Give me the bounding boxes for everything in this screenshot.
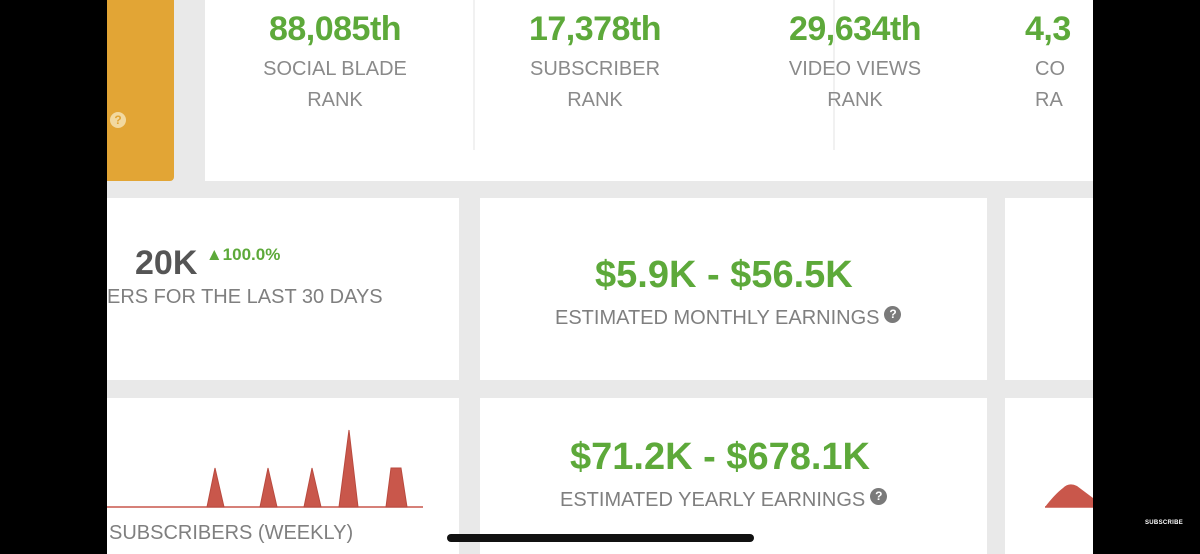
yearly-earnings-label: ESTIMATED YEARLY EARNINGS (560, 489, 866, 511)
subscribers-30d-label: ERS FOR THE LAST 30 DAYS (107, 286, 383, 308)
subscribe-watermark: SUBSCRIBE (1145, 520, 1184, 526)
subscriber-rank-value: 17,378th (528, 10, 662, 48)
subscribers-30d-value-row: 20K ▲100.0% (135, 244, 280, 283)
chart-peak (338, 429, 359, 508)
chart-peak (303, 467, 322, 508)
subscriber-rank-label: SUBSCRIBER RANK (529, 58, 661, 111)
divider (833, 0, 835, 150)
social-blade-rank-value: 88,085th (268, 10, 402, 48)
weekly-subscribers-chart (107, 429, 423, 508)
monthly-earnings-label-row: ESTIMATED MONTHLY EARNINGS? (555, 306, 902, 330)
side-chart-card (1005, 398, 1093, 554)
weekly-subscribers-card: SUBSCRIBERS (WEEKLY) (107, 398, 459, 554)
subscribers-30d-change: ▲100.0% (205, 245, 281, 264)
country-rank-value: 4,3 (1025, 10, 1071, 48)
divider (473, 0, 475, 150)
country-rank-label: CO RA (1035, 58, 1065, 111)
help-icon[interactable]: ? (870, 488, 888, 505)
social-blade-rank-label: SOCIAL BLADE RANK (263, 58, 407, 111)
channel-header-card: ? (107, 0, 174, 181)
subscribers-30d-card: 20K ▲100.0% ERS FOR THE LAST 30 DAYS (107, 198, 459, 380)
weekly-subscribers-label: SUBSCRIBERS (WEEKLY) (109, 522, 354, 544)
chart-area (1045, 484, 1093, 507)
video-views-rank-value: 29,634th (788, 10, 922, 48)
side-card (1005, 198, 1093, 380)
side-chart (1045, 484, 1093, 508)
home-indicator[interactable] (447, 534, 754, 542)
yearly-earnings-card: $71.2K - $678.1K ESTIMATED YEARLY EARNIN… (480, 398, 987, 554)
chart-peak (206, 467, 225, 508)
yearly-earnings-label-row: ESTIMATED YEARLY EARNINGS? (560, 488, 888, 512)
ranks-card: 88,085th SOCIAL BLADE RANK 17,378th SUBSC… (205, 0, 1093, 181)
help-icon[interactable]: ? (884, 306, 902, 323)
monthly-earnings-card: $5.9K - $56.5K ESTIMATED MONTHLY EARNING… (480, 198, 987, 380)
chart-peak (259, 467, 278, 508)
help-icon[interactable]: ? (110, 112, 126, 128)
video-views-rank-label: VIDEO VIEWS RANK (788, 58, 922, 111)
socialblade-page: ? 88,085th SOCIAL BLADE RANK 17,378th SUB… (107, 0, 1093, 554)
monthly-earnings-value: $5.9K - $56.5K (595, 254, 853, 296)
yearly-earnings-value: $71.2K - $678.1K (570, 436, 870, 478)
chart-peak (385, 467, 408, 508)
monthly-earnings-label: ESTIMATED MONTHLY EARNINGS (555, 307, 880, 329)
subscribers-30d-value: 20K (135, 244, 198, 282)
